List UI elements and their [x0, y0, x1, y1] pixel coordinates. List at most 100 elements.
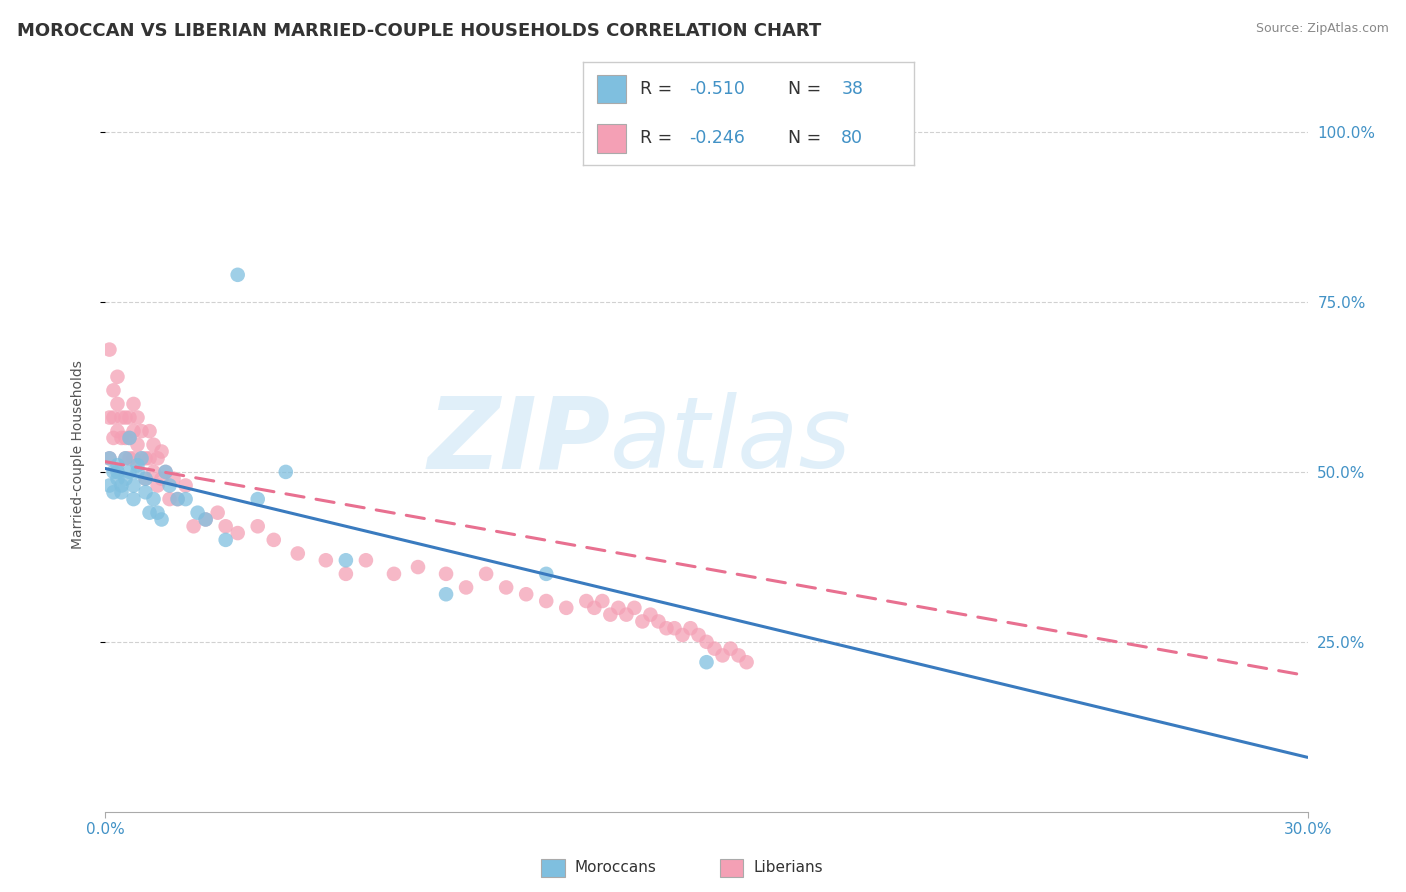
- Point: [335, 553, 357, 567]
- Point: [575, 594, 598, 608]
- Point: [103, 431, 125, 445]
- Point: [671, 628, 693, 642]
- Point: [434, 566, 457, 581]
- Point: [122, 478, 145, 492]
- Point: [696, 655, 718, 669]
- Point: [246, 519, 269, 533]
- Point: [495, 581, 517, 595]
- FancyBboxPatch shape: [596, 124, 627, 153]
- Point: [214, 533, 236, 547]
- Point: [138, 424, 160, 438]
- Point: [118, 410, 141, 425]
- Point: [98, 343, 121, 357]
- Point: [534, 566, 557, 581]
- FancyBboxPatch shape: [720, 858, 744, 878]
- Point: [162, 472, 184, 486]
- Text: MOROCCAN VS LIBERIAN MARRIED-COUPLE HOUSEHOLDS CORRELATION CHART: MOROCCAN VS LIBERIAN MARRIED-COUPLE HOUS…: [17, 22, 821, 40]
- Point: [110, 485, 132, 500]
- Point: [207, 506, 229, 520]
- Point: [688, 628, 710, 642]
- Point: [103, 410, 125, 425]
- Point: [515, 587, 537, 601]
- Point: [214, 519, 236, 533]
- Point: [591, 594, 613, 608]
- Point: [475, 566, 498, 581]
- Point: [122, 397, 145, 411]
- Point: [335, 566, 357, 581]
- Point: [107, 458, 129, 472]
- Point: [118, 431, 141, 445]
- Text: R =: R =: [640, 80, 678, 98]
- Point: [150, 512, 173, 526]
- Text: Liberians: Liberians: [754, 861, 824, 875]
- Point: [583, 600, 606, 615]
- Point: [616, 607, 638, 622]
- Point: [315, 553, 337, 567]
- Point: [696, 635, 718, 649]
- Text: -0.246: -0.246: [689, 129, 745, 147]
- Point: [664, 621, 686, 635]
- Point: [246, 492, 269, 507]
- FancyBboxPatch shape: [541, 858, 565, 878]
- Point: [703, 641, 725, 656]
- Point: [166, 492, 188, 507]
- Point: [127, 410, 149, 425]
- Point: [127, 458, 149, 472]
- Point: [118, 431, 141, 445]
- Point: [131, 424, 153, 438]
- Point: [98, 478, 121, 492]
- Point: [107, 465, 129, 479]
- Point: [135, 451, 157, 466]
- Point: [131, 451, 153, 466]
- Point: [607, 600, 630, 615]
- Point: [142, 492, 165, 507]
- Point: [122, 492, 145, 507]
- Point: [679, 621, 702, 635]
- FancyBboxPatch shape: [596, 75, 627, 103]
- Point: [127, 465, 149, 479]
- Point: [114, 472, 136, 486]
- Point: [599, 607, 621, 622]
- Point: [183, 519, 205, 533]
- Point: [146, 478, 169, 492]
- Point: [287, 546, 309, 560]
- Point: [434, 587, 457, 601]
- Point: [110, 478, 132, 492]
- Point: [142, 438, 165, 452]
- Point: [146, 451, 169, 466]
- Point: [98, 451, 121, 466]
- Point: [727, 648, 749, 663]
- Point: [159, 478, 181, 492]
- Point: [623, 600, 645, 615]
- Point: [103, 465, 125, 479]
- Point: [98, 451, 121, 466]
- Point: [122, 424, 145, 438]
- Point: [720, 641, 742, 656]
- Point: [114, 451, 136, 466]
- Text: atlas: atlas: [610, 392, 852, 489]
- Point: [107, 472, 129, 486]
- Point: [122, 451, 145, 466]
- Point: [155, 465, 177, 479]
- Point: [534, 594, 557, 608]
- Point: [127, 438, 149, 452]
- Point: [114, 431, 136, 445]
- Point: [98, 410, 121, 425]
- Point: [135, 472, 157, 486]
- Point: [194, 512, 217, 526]
- Point: [155, 465, 177, 479]
- Point: [142, 465, 165, 479]
- Point: [146, 506, 169, 520]
- Point: [647, 615, 669, 629]
- Point: [166, 492, 188, 507]
- Point: [103, 384, 125, 398]
- Text: 38: 38: [841, 80, 863, 98]
- Point: [107, 397, 129, 411]
- Text: ZIP: ZIP: [427, 392, 610, 489]
- Point: [114, 451, 136, 466]
- Point: [631, 615, 654, 629]
- Point: [103, 485, 125, 500]
- Point: [138, 451, 160, 466]
- Point: [150, 472, 173, 486]
- Point: [226, 526, 249, 541]
